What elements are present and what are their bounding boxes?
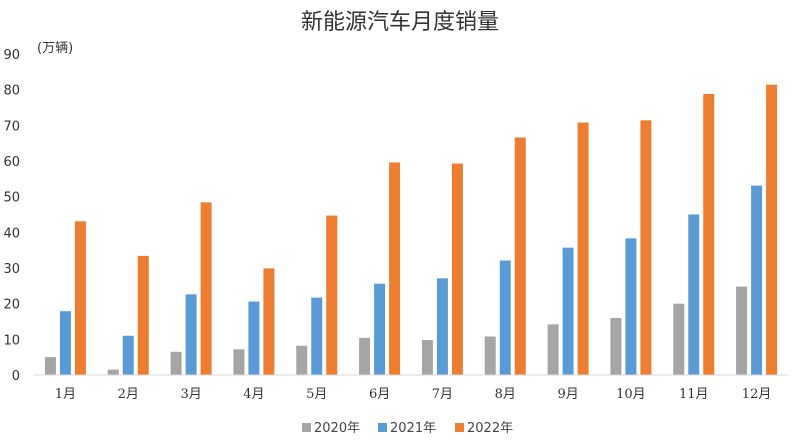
x-tick-label: 8月	[495, 387, 516, 402]
bar	[673, 303, 685, 375]
bar	[610, 317, 622, 375]
bar	[326, 215, 338, 375]
bar	[122, 335, 134, 375]
y-tick-label: 30	[3, 262, 20, 277]
y-tick-label: 80	[3, 84, 20, 99]
legend-swatch	[455, 423, 464, 432]
legend-label: 2020年	[314, 421, 360, 436]
bar	[562, 247, 574, 375]
x-tick-label: 10月	[616, 387, 646, 402]
bar	[44, 357, 56, 375]
legend-label: 2022年	[467, 421, 513, 436]
bar	[137, 255, 149, 375]
legend-swatch	[302, 423, 311, 432]
y-axis-unit-label: (万辆)	[37, 41, 73, 56]
x-tick-label: 12月	[742, 387, 772, 402]
x-tick-label: 11月	[679, 387, 709, 402]
bar	[766, 84, 778, 375]
bar	[359, 337, 371, 375]
bar	[421, 340, 433, 375]
bars	[44, 84, 778, 376]
x-tick-label: 3月	[180, 387, 201, 402]
bar	[374, 283, 386, 375]
y-tick-label: 60	[3, 155, 20, 170]
bar	[736, 286, 748, 375]
bar	[311, 297, 323, 375]
bar	[514, 137, 526, 375]
bar	[703, 93, 715, 376]
x-tick-label: 4月	[243, 387, 264, 402]
chart-title: 新能源汽车月度销量	[301, 10, 499, 35]
bar	[200, 202, 212, 375]
y-axis-ticks: 0 10 20 30 40 50 60 70 80 90	[3, 48, 20, 384]
bar	[248, 301, 260, 375]
y-tick-label: 40	[3, 226, 20, 241]
legend-label: 2021年	[390, 421, 436, 436]
y-tick-label: 70	[3, 119, 20, 134]
bar	[499, 260, 511, 375]
x-tick-label: 7月	[432, 387, 453, 402]
bar	[233, 349, 245, 375]
bar	[640, 120, 652, 375]
bar	[185, 294, 197, 375]
bar	[59, 311, 71, 375]
bar	[74, 221, 86, 375]
bar	[451, 163, 463, 375]
x-tick-label: 1月	[55, 387, 76, 402]
bar	[625, 238, 637, 375]
x-tick-label: 6月	[369, 387, 390, 402]
y-tick-label: 90	[3, 48, 20, 63]
y-tick-label: 10	[3, 333, 20, 348]
bar	[436, 278, 448, 375]
bar	[170, 351, 182, 375]
bar	[751, 185, 763, 375]
x-axis-ticks: 1月 2月 3月 4月 5月 6月 7月 8月 9月 10月 11月 12月	[55, 387, 772, 402]
legend-swatch	[378, 423, 387, 432]
x-tick-label: 9月	[557, 387, 578, 402]
y-tick-label: 50	[3, 191, 20, 206]
y-tick-label: 20	[3, 298, 20, 313]
bar	[484, 336, 496, 375]
bar	[389, 162, 401, 375]
x-tick-label: 5月	[306, 387, 327, 402]
bar	[547, 324, 559, 375]
y-tick-label: 0	[12, 369, 20, 384]
x-tick-label: 2月	[118, 387, 139, 402]
bar	[577, 122, 589, 375]
bar	[688, 214, 700, 375]
bar	[107, 369, 119, 375]
legend: 2020年 2021年 2022年	[302, 421, 513, 436]
bar	[296, 345, 308, 375]
bar	[263, 268, 275, 375]
